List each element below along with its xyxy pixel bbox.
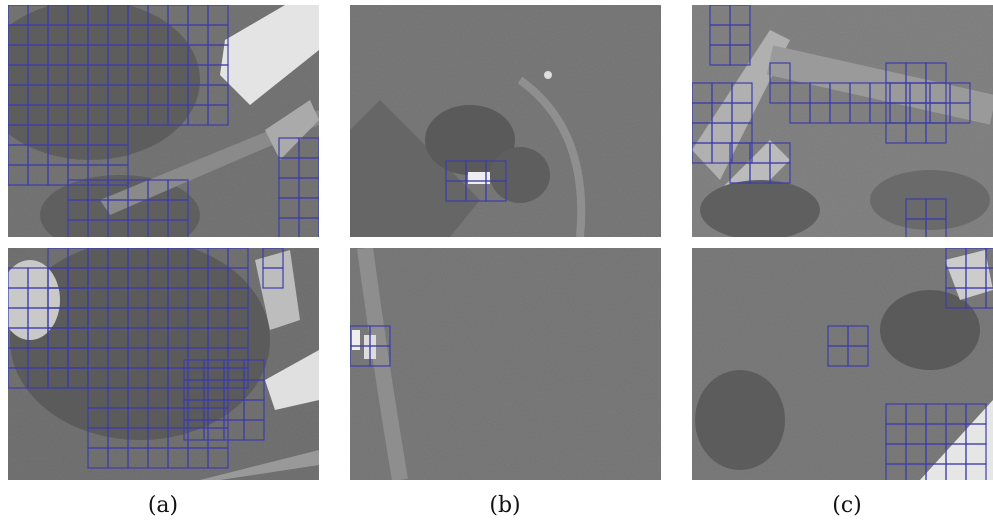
caption: (b) bbox=[489, 493, 520, 518]
grid-cell bbox=[207, 447, 229, 469]
grid-cell bbox=[985, 267, 993, 289]
grid-cell bbox=[729, 44, 751, 66]
image-a-top bbox=[8, 5, 319, 237]
grid-cell bbox=[243, 419, 265, 441]
grid-cell bbox=[985, 248, 993, 269]
grid-cell bbox=[262, 267, 284, 289]
grid-cell bbox=[369, 345, 391, 367]
grid-cell bbox=[925, 218, 947, 237]
grid-cell bbox=[107, 164, 129, 186]
grid-cell bbox=[485, 180, 507, 202]
image-a-bottom bbox=[8, 248, 319, 480]
grid-cell bbox=[949, 102, 971, 124]
image-b-top bbox=[350, 5, 661, 237]
grid-cell bbox=[925, 122, 947, 144]
grid-cell bbox=[298, 217, 319, 237]
image-c-top bbox=[692, 5, 993, 237]
grid-cell bbox=[167, 219, 189, 237]
detection-grid bbox=[8, 5, 993, 480]
image-c-bottom bbox=[692, 248, 993, 480]
grid-cell bbox=[769, 162, 791, 184]
grid-cell bbox=[965, 463, 987, 480]
grid-cell bbox=[847, 345, 869, 367]
caption: (c) bbox=[832, 493, 862, 518]
image-b-bottom bbox=[350, 248, 661, 480]
grid-cell bbox=[207, 104, 229, 126]
caption: (a) bbox=[148, 493, 178, 518]
grid-cell bbox=[227, 367, 249, 389]
grid-cell bbox=[985, 287, 993, 309]
